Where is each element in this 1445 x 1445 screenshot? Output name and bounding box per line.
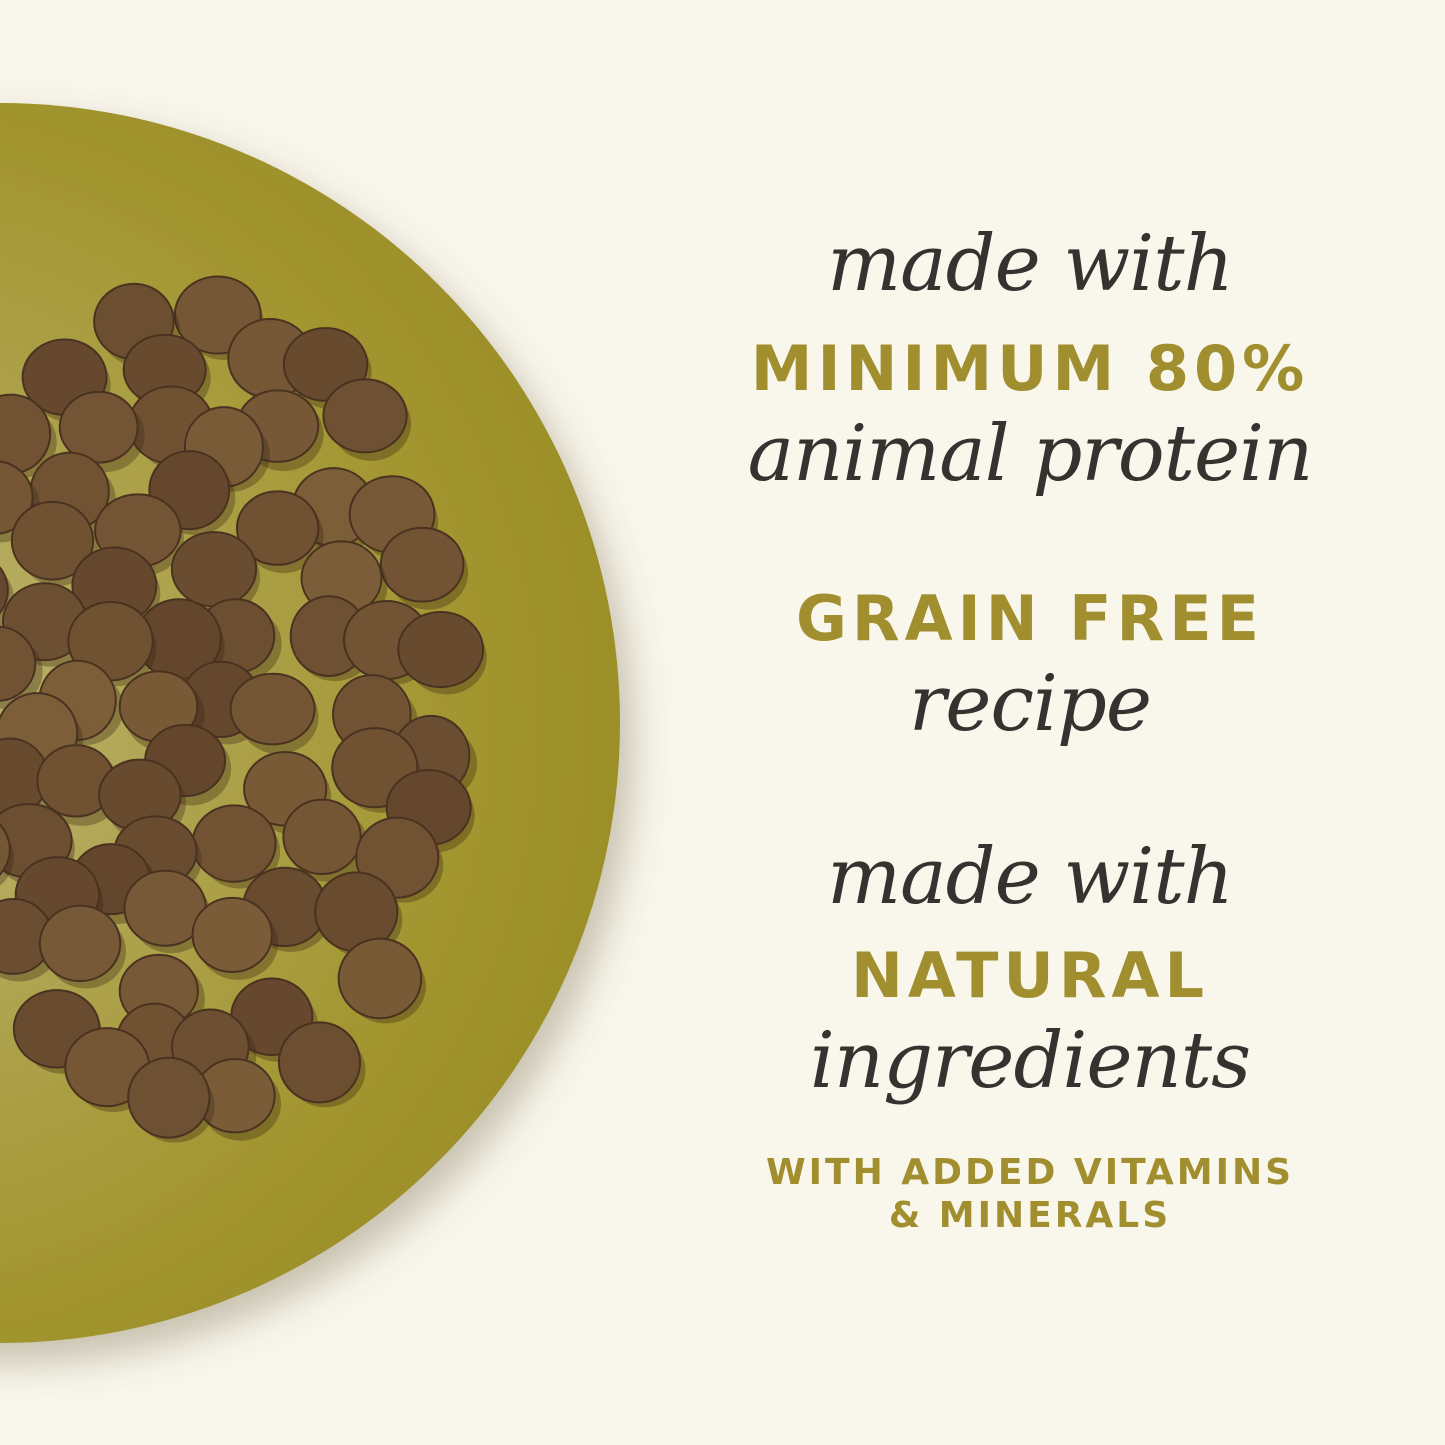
kibble — [191, 804, 277, 883]
kibble — [322, 378, 408, 454]
kibble — [229, 672, 316, 746]
claims: made with MINIMUM 80% animal protein GRA… — [640, 0, 1420, 1445]
kibble — [0, 566, 9, 615]
kibble — [170, 531, 258, 608]
kibble — [0, 823, 11, 876]
claim-3-note-line1: WITH ADDED VITAMINS — [765, 1152, 1295, 1193]
claim-1-script-top: made with — [827, 219, 1234, 309]
claim-3-caps: NATURAL — [851, 939, 1209, 1012]
kibble-pile — [0, 275, 487, 1143]
claim-3-note-line2: & MINERALS — [888, 1195, 1172, 1236]
claim-3-script-bottom: ingredients — [809, 1016, 1251, 1106]
kibble — [10, 500, 95, 581]
kibble — [191, 896, 273, 973]
claim-3-script-top: made with — [827, 832, 1234, 922]
kibble — [38, 904, 122, 983]
claim-2-caps: GRAIN FREE — [796, 582, 1264, 655]
claim-2-script-bottom: recipe — [908, 659, 1152, 749]
kibble — [277, 1021, 362, 1104]
kibble — [337, 937, 423, 1020]
kibble — [0, 625, 37, 702]
kibble — [397, 610, 485, 689]
kibble — [58, 390, 139, 464]
kibble — [379, 526, 465, 603]
claim-1-caps: MINIMUM 80% — [750, 332, 1310, 405]
kibble — [282, 798, 362, 876]
kibble — [235, 490, 320, 566]
kibble — [127, 1056, 211, 1139]
claim-1-script-bottom: animal protein — [747, 409, 1314, 499]
